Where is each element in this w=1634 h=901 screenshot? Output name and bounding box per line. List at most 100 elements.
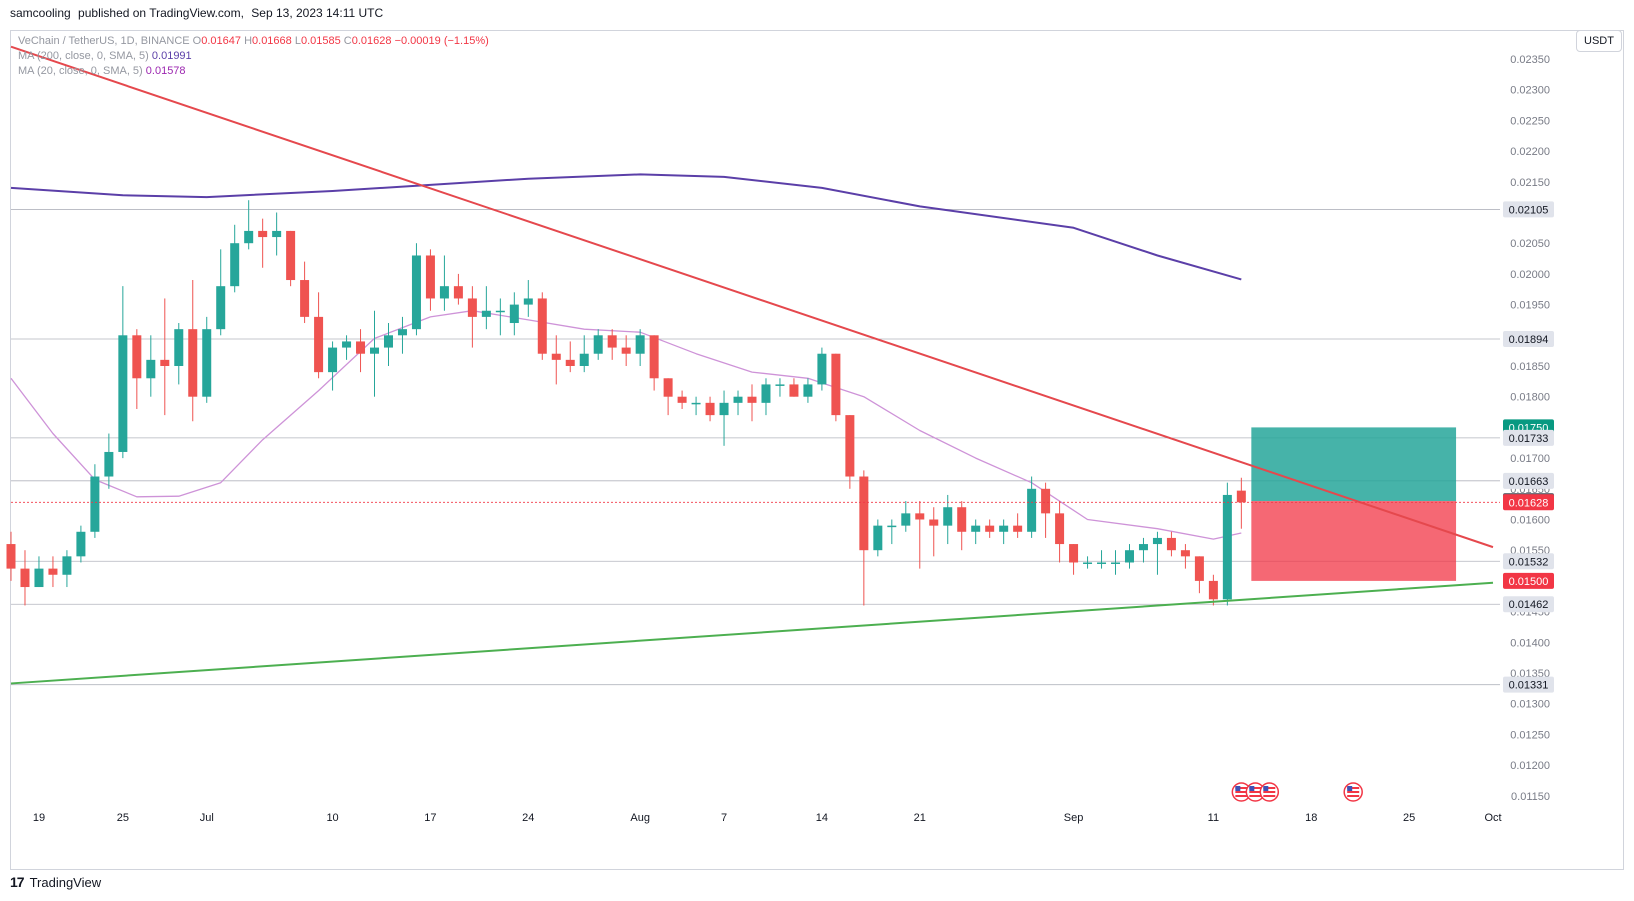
candle[interactable]: [873, 525, 883, 551]
candle[interactable]: [691, 402, 701, 405]
candle[interactable]: [1236, 490, 1246, 503]
candle[interactable]: [607, 335, 617, 348]
candle[interactable]: [1041, 488, 1051, 514]
candle[interactable]: [1138, 544, 1148, 551]
candle[interactable]: [1083, 562, 1093, 564]
candle[interactable]: [76, 531, 86, 557]
candle[interactable]: [453, 286, 463, 299]
candle[interactable]: [747, 396, 757, 403]
candle[interactable]: [6, 544, 16, 569]
ma200-row[interactable]: MA (200, close, 0, SMA, 5) 0.01991: [18, 49, 489, 64]
candle[interactable]: [90, 476, 100, 532]
price-label-tag[interactable]: [1503, 494, 1554, 511]
candle[interactable]: [104, 451, 114, 477]
candle[interactable]: [579, 353, 589, 366]
candle[interactable]: [425, 255, 435, 299]
candle[interactable]: [328, 347, 338, 373]
candle[interactable]: [1055, 513, 1065, 545]
profit-target-zone[interactable]: [1251, 427, 1457, 502]
candle[interactable]: [1180, 550, 1190, 557]
candle[interactable]: [733, 396, 743, 403]
candle[interactable]: [943, 507, 953, 526]
candle[interactable]: [929, 519, 939, 526]
price-label-tag[interactable]: [1503, 429, 1554, 446]
candle[interactable]: [244, 230, 254, 244]
candle[interactable]: [635, 335, 645, 354]
candle[interactable]: [915, 513, 925, 520]
ma200-line[interactable]: [10, 173, 1242, 281]
candle[interactable]: [118, 335, 128, 452]
candle[interactable]: [509, 304, 519, 324]
candle[interactable]: [146, 359, 156, 379]
candle[interactable]: [649, 335, 659, 379]
candle[interactable]: [957, 507, 967, 532]
candle[interactable]: [272, 230, 282, 238]
candle[interactable]: [160, 359, 170, 366]
candle[interactable]: [523, 298, 533, 305]
price-label-tag[interactable]: [1503, 596, 1554, 613]
candle[interactable]: [1194, 556, 1204, 581]
candle[interactable]: [551, 353, 561, 360]
candle[interactable]: [1222, 494, 1232, 600]
candle[interactable]: [342, 341, 352, 348]
candle[interactable]: [370, 347, 380, 354]
candle[interactable]: [34, 568, 44, 588]
candle[interactable]: [1097, 562, 1107, 564]
candle[interactable]: [439, 286, 449, 299]
candle[interactable]: [859, 476, 869, 551]
candle[interactable]: [1152, 537, 1162, 545]
candle[interactable]: [132, 335, 142, 379]
price-label-tag[interactable]: [1503, 676, 1554, 693]
candle[interactable]: [677, 396, 687, 403]
candle[interactable]: [593, 335, 603, 354]
candle[interactable]: [621, 347, 631, 354]
candle[interactable]: [495, 310, 505, 313]
candle[interactable]: [775, 384, 785, 386]
candle[interactable]: [971, 525, 981, 532]
candle[interactable]: [803, 384, 813, 397]
candle[interactable]: [397, 329, 407, 336]
candle[interactable]: [705, 402, 715, 416]
candle[interactable]: [20, 568, 30, 588]
price-label-tag[interactable]: [1503, 201, 1554, 218]
candle[interactable]: [174, 329, 184, 366]
candle[interactable]: [985, 525, 995, 532]
candle[interactable]: [202, 329, 212, 397]
candle[interactable]: [411, 255, 421, 330]
candle[interactable]: [831, 353, 841, 416]
candle[interactable]: [1124, 550, 1134, 563]
price-label-tag[interactable]: [1503, 572, 1554, 589]
price-label-tag[interactable]: [1503, 330, 1554, 347]
candle[interactable]: [789, 384, 799, 397]
candle[interactable]: [356, 341, 366, 354]
candle[interactable]: [1166, 537, 1176, 551]
candle[interactable]: [845, 415, 855, 477]
candle[interactable]: [188, 329, 198, 397]
candle[interactable]: [1013, 525, 1023, 532]
stop-loss-zone[interactable]: [1251, 501, 1457, 581]
candle[interactable]: [537, 298, 547, 354]
candle[interactable]: [761, 384, 771, 403]
resistance-trendline[interactable]: [10, 45, 1494, 549]
candle[interactable]: [1027, 488, 1037, 532]
candle[interactable]: [901, 513, 911, 526]
candle[interactable]: [48, 568, 58, 575]
candle[interactable]: [383, 335, 393, 348]
candle[interactable]: [258, 230, 268, 238]
candle[interactable]: [230, 243, 240, 287]
candle[interactable]: [300, 280, 310, 317]
candle[interactable]: [887, 525, 897, 528]
candle[interactable]: [314, 316, 324, 373]
support-trendline[interactable]: [10, 581, 1494, 685]
candle[interactable]: [817, 353, 827, 385]
candle[interactable]: [719, 402, 729, 416]
price-label-tag[interactable]: [1503, 472, 1554, 489]
footer-brand[interactable]: 17 TradingView: [10, 874, 101, 890]
candle[interactable]: [1208, 580, 1218, 600]
ma20-row[interactable]: MA (20, close, 0, SMA, 5) 0.01578: [18, 64, 489, 79]
candle[interactable]: [663, 378, 673, 397]
currency-button[interactable]: USDT: [1576, 30, 1622, 52]
candle[interactable]: [62, 556, 72, 575]
candle[interactable]: [286, 230, 296, 281]
